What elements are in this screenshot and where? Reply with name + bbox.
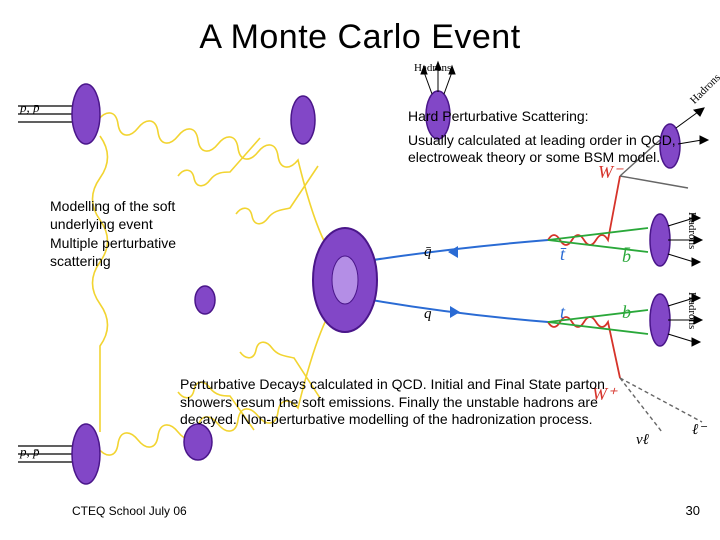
hadrons-top-label: Hadrons <box>414 62 451 74</box>
hadrons-right1: Hadrons <box>686 212 698 249</box>
page-number: 30 <box>686 503 700 518</box>
b-label: b <box>622 302 631 322</box>
tbar-label: t̄ <box>560 244 567 264</box>
nu-label: νℓ <box>636 432 649 448</box>
hard-scatter-annot: Hard Perturbative Scattering: Usually ca… <box>408 108 698 167</box>
event-diagram: t̄ t b̄ b W⁻ W⁺ q̄ q νℓ ℓ⁻ <box>0 0 720 540</box>
pp-label-bot: p, p̄ <box>20 444 40 460</box>
hard-line1: Hard Perturbative Scattering: <box>408 108 698 126</box>
bottom-annot: Perturbative Decays calculated in QCD. I… <box>180 376 620 429</box>
w-decay-lines <box>620 140 702 432</box>
hadrons-right2: Hadrons <box>686 292 698 329</box>
soft-annot: Modelling of the soft underlying event M… <box>50 198 230 270</box>
w-bosons <box>548 176 620 378</box>
qbar-label: q̄ <box>424 244 432 260</box>
proton-lines <box>18 102 92 466</box>
lep-label: ℓ⁻ <box>692 422 707 438</box>
pp-label-top: p, p̄ <box>20 100 40 116</box>
bbar-label: b̄ <box>622 246 631 266</box>
t-label: t <box>560 302 566 322</box>
hard-line2: Usually calculated at leading order in Q… <box>408 132 698 167</box>
soft-line1: Modelling of the soft underlying event <box>50 198 230 233</box>
top-quark-lines <box>360 240 548 322</box>
soft-line2: Multiple perturbative scattering <box>50 235 230 270</box>
footer-left: CTEQ School July 06 <box>72 504 187 518</box>
q-label: q <box>424 306 432 322</box>
slide: A Monte Carlo Event <box>0 0 720 540</box>
